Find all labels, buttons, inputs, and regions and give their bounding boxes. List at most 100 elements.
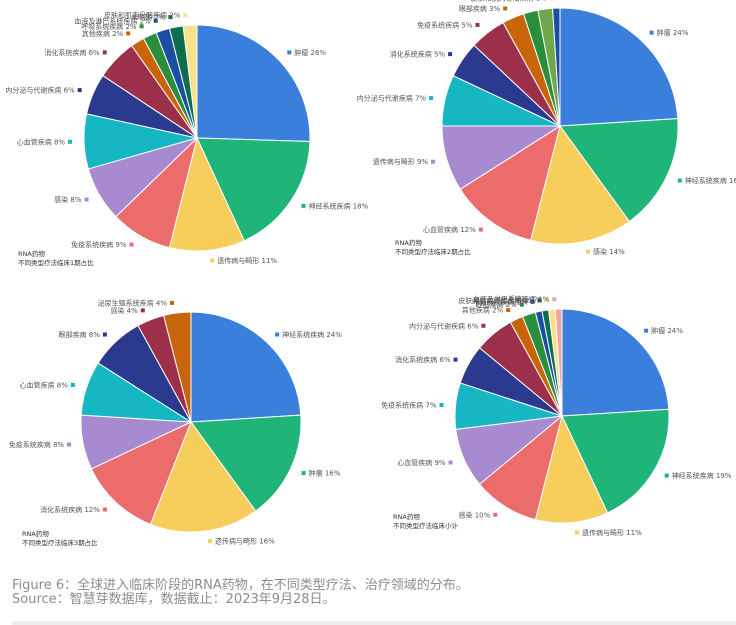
pie-slice bbox=[459, 124, 561, 241]
slice-label: 眼部疾病 2% bbox=[475, 300, 517, 309]
chart-note: 不同类型疗法临床小计 bbox=[393, 521, 459, 530]
legend-swatch bbox=[102, 332, 107, 337]
slice-label: 感染 4% bbox=[110, 306, 138, 315]
legend-swatch bbox=[453, 357, 458, 362]
slice-label: 肿瘤 16% bbox=[309, 469, 341, 478]
legend-swatch bbox=[70, 382, 75, 387]
slice-label: 肿瘤 24% bbox=[651, 326, 683, 335]
slice-label: 内分泌与代谢疾病 6% bbox=[5, 86, 75, 95]
slice-label: 遗传病与畸形 11% bbox=[582, 528, 642, 537]
slice-label: 免疫系统疾病 7% bbox=[381, 401, 437, 410]
legend-swatch bbox=[153, 18, 158, 23]
slice-label: 泌尿生殖系统疾病 4% bbox=[98, 298, 168, 307]
legend-swatch bbox=[129, 242, 134, 247]
slice-label: 呼吸系统疾病 2% bbox=[81, 22, 137, 31]
legend-swatch bbox=[448, 460, 453, 465]
chart-note: RNA药物 bbox=[18, 249, 45, 258]
slice-label: 内分泌与代谢疾病 7% bbox=[357, 94, 427, 103]
slice-label: 遗传病与畸形 16% bbox=[215, 537, 275, 546]
slice-label: 呼吸系统疾病 1% bbox=[472, 297, 528, 306]
slice-label: 神经系统疾病 24% bbox=[282, 330, 342, 339]
chart-note: 不同类型疗法临床2期占比 bbox=[395, 247, 471, 256]
slice-label: 未明确 2% bbox=[131, 13, 166, 22]
legend-swatch bbox=[677, 178, 682, 183]
slice-label: 神经系统疾病 19% bbox=[672, 471, 732, 480]
legend-swatch bbox=[586, 249, 590, 254]
pie-slice bbox=[168, 136, 245, 252]
pie-chart-1: 肿瘤 26% 神经系统疾病 18% 遗传病与畸形 11% 免疫系统疾病 9% 感染 8%… bbox=[5, 11, 368, 265]
legend-swatch bbox=[649, 30, 654, 35]
legend-swatch bbox=[301, 203, 306, 208]
slice-label: 免疫系统疾病 8% bbox=[9, 440, 65, 449]
slice-label: 其他疾病 2% bbox=[462, 306, 504, 315]
legend-swatch bbox=[67, 442, 72, 447]
slice-label: 感染 14% bbox=[593, 247, 625, 256]
slice-label: 免疫系统疾病 5% bbox=[417, 20, 473, 29]
pie-slice bbox=[561, 308, 670, 417]
chart-note: 不同类型疗法临床3期占比 bbox=[22, 538, 98, 547]
chart-note: RNA药物 bbox=[393, 512, 420, 521]
slice-label: 感染 8% bbox=[54, 195, 82, 204]
pie-slice bbox=[552, 7, 561, 127]
pie-slice bbox=[190, 414, 302, 512]
legend-swatch bbox=[183, 13, 188, 18]
slice-label: 消化系统疾病 6% bbox=[44, 48, 100, 57]
pie-chart-3: 神经系统疾病 24% 肿瘤 16% 遗传病与畸形 16% 消化系统疾病 12% 免疫系统… bbox=[9, 298, 342, 545]
slice-label: 消化系统疾病 5% bbox=[390, 50, 446, 59]
slice-label: 眼部疾病 3% bbox=[459, 4, 501, 13]
slice-label: 眼部疾病 8% bbox=[59, 330, 101, 339]
pie-slice bbox=[163, 311, 192, 423]
slice-label: 心血管疾病 8% bbox=[17, 137, 66, 146]
figure-caption: Figure 6：全球进入临床阶段的RNA药物，在不同类型疗法、治疗领域的分布。 bbox=[12, 578, 469, 593]
slice-label: 心血管疾病 9% bbox=[397, 458, 446, 467]
pie-slice bbox=[182, 24, 198, 139]
legend-swatch bbox=[102, 50, 107, 55]
legend-swatch bbox=[208, 539, 212, 544]
pie-slice bbox=[149, 420, 257, 533]
slice-label: 心血管疾病 12% bbox=[423, 225, 476, 234]
legend-swatch bbox=[478, 227, 483, 232]
legend-swatch bbox=[519, 302, 524, 307]
pie-slice bbox=[561, 408, 670, 514]
legend-swatch bbox=[84, 197, 89, 202]
slice-label: 肿瘤 26% bbox=[294, 48, 326, 57]
chart-note: RNA药物 bbox=[22, 529, 49, 538]
legend-swatch bbox=[545, 297, 549, 302]
slice-label: 血液及淋巴系统疾病 2% bbox=[74, 16, 151, 25]
legend-swatch bbox=[575, 530, 579, 535]
legend-swatch bbox=[429, 96, 434, 101]
legend-swatch bbox=[431, 159, 436, 164]
slice-label: 肿瘤 24% bbox=[657, 28, 689, 37]
legend-swatch bbox=[77, 88, 82, 93]
pie-slice bbox=[559, 7, 679, 127]
pie-slice bbox=[530, 124, 631, 245]
legend-swatch bbox=[644, 328, 649, 333]
legend-swatch bbox=[481, 323, 486, 328]
legend-swatch bbox=[301, 471, 306, 476]
slice-label: 心血管疾病 8% bbox=[20, 380, 69, 389]
slice-label: 皮肤和肌肉骨骼疾病 1% bbox=[471, 0, 548, 3]
slice-label: 其他疾病 2% bbox=[82, 29, 124, 38]
legend-swatch bbox=[503, 6, 508, 11]
pie-slice bbox=[190, 311, 302, 423]
pie-slice bbox=[534, 414, 609, 524]
bottom-divider bbox=[12, 621, 736, 625]
slice-label: 神经系统疾病 16% bbox=[685, 176, 736, 185]
legend-swatch bbox=[275, 332, 280, 337]
legend-swatch bbox=[102, 507, 107, 512]
slice-label: 感染 10% bbox=[459, 510, 491, 519]
slice-label: 内分泌与代谢疾病 6% bbox=[409, 321, 479, 330]
legend-swatch bbox=[664, 473, 669, 478]
pie-charts-figure: 肿瘤 26% 神经系统疾病 18% 遗传病与畸形 11% 免疫系统疾病 9% 感染 8%… bbox=[5, 0, 736, 547]
slice-label: 未明确 1% bbox=[508, 295, 543, 304]
slice-label: 皮肤和肌肉骨骼疾病 1% bbox=[458, 296, 535, 305]
slice-label: 免疫系统疾病 9% bbox=[71, 240, 127, 249]
legend-swatch bbox=[287, 50, 292, 55]
pie-chart-4: 肿瘤 24% 神经系统疾病 19% 遗传病与畸形 11% 感染 10% 心血管疾病 9%… bbox=[381, 295, 732, 537]
slice-label: 神经系统疾病 18% bbox=[309, 201, 369, 210]
legend-swatch bbox=[126, 31, 131, 36]
source-caption: Source：智慧芽数据库，数据截止：2023年9月28日。 bbox=[12, 592, 336, 607]
pie-chart-2: 肿瘤 24% 神经系统疾病 16% 感染 14% 心血管疾病 12% 遗传病与畸形 9%… bbox=[357, 0, 736, 256]
legend-swatch bbox=[475, 22, 480, 27]
slice-label: 遗传病与畸形 9% bbox=[373, 157, 429, 166]
